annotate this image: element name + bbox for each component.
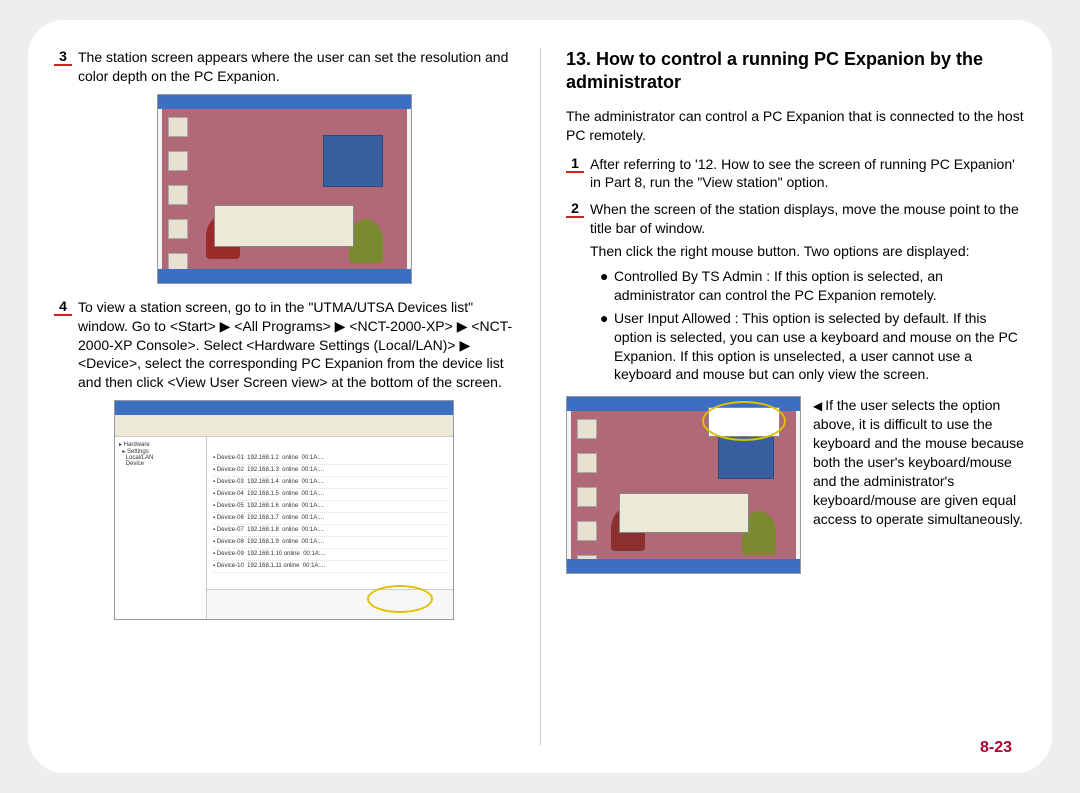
window-accent — [323, 135, 383, 187]
page-number: 8-23 — [980, 739, 1012, 757]
right-column: 13. How to control a running PC Expanion… — [540, 48, 1052, 755]
column-divider — [540, 48, 541, 745]
step-2: 2 When the screen of the station display… — [566, 200, 1026, 388]
window-titlebar — [115, 401, 453, 415]
step-number: 2 — [566, 200, 584, 218]
bullet-list: ● Controlled By TS Admin : If this optio… — [600, 267, 1026, 384]
tree-panel: ▸ Hardware ▸ Settings Local/LAN Device — [115, 437, 207, 619]
dialog-box — [619, 493, 749, 533]
step-3: 3 The station screen appears where the u… — [54, 48, 514, 86]
note-row: ◀If the user selects the option above, i… — [566, 396, 1026, 574]
step-4: 4 To view a station screen, go to in the… — [54, 298, 514, 392]
list-item: ● Controlled By TS Admin : If this optio… — [600, 267, 1026, 305]
bullet-icon: ● — [600, 267, 614, 305]
step-text: To view a station screen, go to in the "… — [78, 298, 514, 392]
desktop-icons — [577, 419, 605, 574]
desktop-icons — [168, 117, 196, 284]
section-heading: 13. How to control a running PC Expanion… — [566, 48, 1026, 95]
screenshot-context-menu — [566, 396, 801, 574]
screenshot-station-screen — [157, 94, 412, 284]
step-paragraph: Then click the right mouse button. Two o… — [590, 242, 1026, 261]
step-number: 3 — [54, 48, 72, 66]
step-text: The station screen appears where the use… — [78, 48, 514, 86]
device-list: ▪ Device-01 192.168.1.2 online 00:1A:...… — [207, 437, 453, 589]
step-number: 4 — [54, 298, 72, 316]
left-column: 3 The station screen appears where the u… — [28, 48, 540, 755]
step-text: After referring to '12. How to see the s… — [590, 155, 1026, 193]
bullet-text: User Input Allowed : This option is sele… — [614, 309, 1026, 385]
step-paragraph: When the screen of the station displays,… — [590, 200, 1026, 238]
menu-bar — [115, 415, 453, 437]
manual-page: 3 The station screen appears where the u… — [28, 20, 1052, 773]
note-body: If the user selects the option above, it… — [813, 397, 1024, 526]
step-text: When the screen of the station displays,… — [590, 200, 1026, 388]
bullet-icon: ● — [600, 309, 614, 385]
list-item: ● User Input Allowed : This option is se… — [600, 309, 1026, 385]
window-titlebar — [158, 95, 411, 109]
bullet-text: Controlled By TS Admin : If this option … — [614, 267, 1026, 305]
step-1: 1 After referring to '12. How to see the… — [566, 155, 1026, 193]
taskbar — [158, 269, 411, 283]
step-number: 1 — [566, 155, 584, 173]
taskbar — [567, 559, 800, 573]
screenshot-settings-window: ▸ Hardware ▸ Settings Local/LAN Device U… — [114, 400, 454, 620]
dialog-box — [214, 205, 354, 247]
section-intro: The administrator can control a PC Expan… — [566, 107, 1026, 145]
note-text: ◀If the user selects the option above, i… — [813, 396, 1026, 574]
note-arrow-icon: ◀ — [813, 399, 822, 413]
